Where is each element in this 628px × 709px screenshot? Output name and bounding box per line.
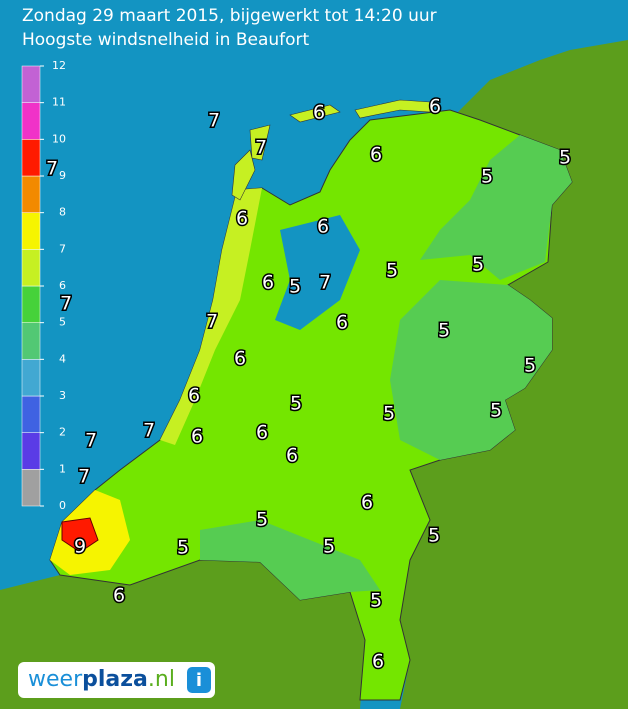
zone-5	[420, 135, 572, 280]
legend-label: 12	[52, 59, 66, 72]
legend-swatch	[21, 102, 41, 140]
subtitle: Hoogste windsnelheid in Beaufort	[22, 30, 310, 50]
wind-label: 6	[234, 348, 246, 370]
legend-swatch	[21, 359, 41, 397]
islands	[231, 99, 431, 201]
wind-label: 7	[255, 137, 267, 159]
legend-label: 0	[59, 499, 66, 512]
title: Zondag 29 maart 2015, bijgewerkt tot 14:…	[22, 6, 437, 26]
wind-label: 7	[206, 311, 218, 333]
zone-9	[61, 517, 99, 553]
ijsselmeer	[275, 215, 360, 330]
wind-label: 6	[236, 208, 248, 230]
wind-label: 6	[313, 102, 325, 124]
zone-7	[160, 188, 262, 445]
zone-5	[390, 280, 552, 460]
info-icon-text[interactable]: i	[196, 670, 202, 691]
wind-label: 6	[191, 426, 203, 448]
wind-label: 7	[208, 110, 220, 132]
legend-label: 3	[59, 389, 66, 402]
legend-swatch	[21, 469, 41, 507]
wind-label: 5	[370, 590, 382, 612]
wind-label: 5	[289, 276, 301, 298]
wind-label: 6	[370, 144, 382, 166]
wind-label: 6	[113, 585, 125, 607]
wind-label: 6	[286, 445, 298, 467]
wind-label: 6	[361, 492, 373, 514]
wind-label: 7	[78, 466, 90, 488]
wind-label: 7	[46, 158, 58, 180]
wind-label: 7	[319, 272, 331, 294]
wind-label: 5	[386, 260, 398, 282]
neighbour-land	[0, 40, 628, 709]
wind-label: 5	[428, 525, 440, 547]
legend-swatch	[21, 432, 41, 470]
wind-label: 6	[429, 96, 441, 118]
wind-label: 5	[481, 166, 493, 188]
legend-label: 9	[59, 169, 66, 182]
logo-part: .nl	[148, 667, 175, 692]
logo: weerplaza.nl	[28, 667, 175, 692]
wind-label: 6	[372, 651, 384, 673]
wind-label: 6	[336, 312, 348, 334]
wind-label: 6	[317, 216, 329, 238]
legend-label: 11	[52, 96, 66, 109]
wind-label: 5	[177, 537, 189, 559]
legend-swatch	[21, 212, 41, 250]
wind-label: 5	[383, 403, 395, 425]
legend-swatch	[21, 322, 41, 360]
wind-label: 5	[323, 536, 335, 558]
logo-part: weer	[28, 667, 83, 692]
wind-label: 5	[472, 254, 484, 276]
legend-swatch	[21, 285, 41, 323]
wind-label: 6	[188, 385, 200, 407]
wind-label: 5	[490, 400, 502, 422]
legend-label: 2	[59, 426, 66, 439]
legend-label: 1	[59, 462, 66, 475]
legend-swatch	[21, 175, 41, 213]
wind-label: 5	[290, 393, 302, 415]
info-icon[interactable]	[187, 667, 211, 693]
wind-label: 9	[74, 536, 86, 558]
legend-label: 10	[52, 132, 66, 145]
legend-label: 5	[59, 316, 66, 329]
legend-swatch	[21, 249, 41, 287]
logo-box	[18, 662, 215, 698]
wind-label: 5	[559, 147, 571, 169]
wind-label: 5	[524, 355, 536, 377]
wind-label: 5	[256, 509, 268, 531]
legend-label: 4	[59, 352, 66, 365]
wind-label: 6	[256, 422, 268, 444]
wind-label: 7	[60, 293, 72, 315]
legend-swatch	[21, 395, 41, 433]
legend-label: 7	[59, 242, 66, 255]
wind-label: 7	[143, 420, 155, 442]
zone-5	[200, 520, 380, 600]
wind-label: 5	[438, 320, 450, 342]
legend-swatch	[21, 139, 41, 177]
wind-label: 7	[85, 430, 97, 452]
legend-label: 6	[59, 279, 66, 292]
legend-label: 8	[59, 206, 66, 219]
wind-label: 6	[262, 272, 274, 294]
logo-part: plaza	[82, 667, 148, 692]
legend-swatch	[21, 65, 41, 103]
